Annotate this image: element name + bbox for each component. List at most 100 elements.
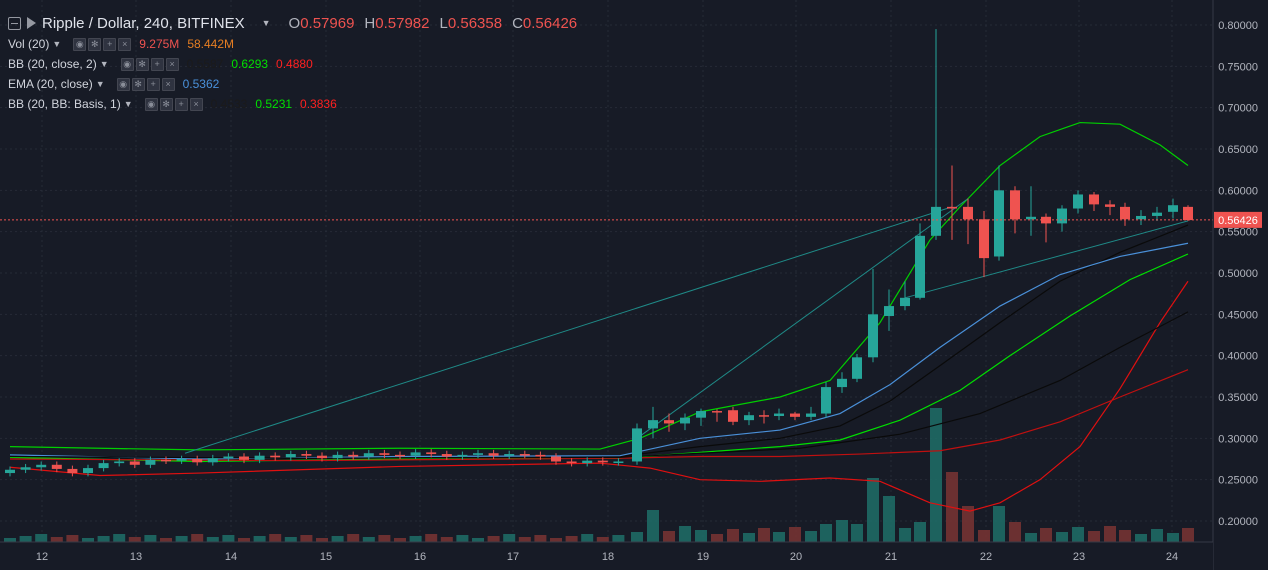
hamburger-icon[interactable]: [8, 16, 21, 30]
candle-body[interactable]: [696, 411, 706, 418]
candle-body[interactable]: [5, 469, 15, 474]
candle-body[interactable]: [931, 206, 941, 236]
candle-body[interactable]: [270, 455, 281, 458]
candle-body[interactable]: [551, 456, 561, 462]
candle-body[interactable]: [504, 454, 515, 456]
candle-body[interactable]: [395, 454, 405, 457]
time-axis[interactable]: [0, 542, 1213, 570]
eye-icon[interactable]: ◉: [73, 37, 87, 51]
trend-line[interactable]: [636, 198, 969, 439]
candle-body[interactable]: [664, 420, 674, 424]
candle-body[interactable]: [900, 297, 910, 307]
close-icon[interactable]: ×: [165, 57, 179, 71]
candle-body[interactable]: [285, 454, 296, 458]
plus-icon[interactable]: +: [103, 37, 117, 51]
close-icon[interactable]: ×: [189, 97, 203, 111]
candle-body[interactable]: [426, 452, 437, 455]
candle-body[interactable]: [852, 357, 862, 379]
candle-body[interactable]: [1026, 216, 1036, 220]
plus-icon[interactable]: +: [174, 97, 188, 111]
candle-body[interactable]: [790, 413, 800, 417]
price-axis[interactable]: [1213, 0, 1268, 570]
trend-line[interactable]: [184, 206, 953, 454]
candle-body[interactable]: [632, 428, 642, 462]
candle-body[interactable]: [1105, 204, 1115, 207]
candle-body[interactable]: [597, 460, 608, 463]
candle-body[interactable]: [915, 235, 925, 298]
candle-body[interactable]: [648, 420, 658, 429]
candle-body[interactable]: [821, 387, 831, 414]
candle-body[interactable]: [806, 413, 816, 417]
chevron-down-icon[interactable]: ▼: [95, 79, 105, 89]
candle-body[interactable]: [192, 459, 203, 463]
candle-body[interactable]: [114, 461, 125, 464]
candle-body[interactable]: [410, 452, 421, 456]
indicator-row-bb-basis[interactable]: BB (20, BB: Basis, 1) ▼ ◉ ✻ + × 0.4533 0…: [8, 94, 577, 114]
candle-body[interactable]: [1010, 190, 1020, 220]
plus-icon[interactable]: +: [150, 57, 164, 71]
candle-body[interactable]: [1168, 205, 1178, 212]
candle-body[interactable]: [317, 455, 327, 459]
eye-icon[interactable]: ◉: [120, 57, 134, 71]
gear-icon[interactable]: ✻: [135, 57, 149, 71]
candle-body[interactable]: [566, 461, 577, 464]
candle-body[interactable]: [1089, 194, 1099, 205]
indicator-name[interactable]: Vol (20): [8, 37, 50, 51]
candle-body[interactable]: [176, 459, 187, 461]
candle-body[interactable]: [963, 206, 973, 220]
candle-body[interactable]: [348, 454, 359, 457]
candle-body[interactable]: [947, 206, 957, 209]
eye-icon[interactable]: ◉: [116, 77, 130, 91]
candle-body[interactable]: [254, 455, 265, 460]
close-icon[interactable]: ×: [161, 77, 175, 91]
indicator-row-volume[interactable]: Vol (20) ▼ ◉ ✻ + × 9.275M 58.442M: [8, 34, 577, 54]
candle-body[interactable]: [1057, 208, 1067, 224]
candle-body[interactable]: [1120, 206, 1130, 220]
candle-body[interactable]: [582, 460, 593, 464]
gear-icon[interactable]: ✻: [88, 37, 102, 51]
candle-body[interactable]: [979, 219, 989, 259]
candle-body[interactable]: [1152, 212, 1162, 216]
eye-icon[interactable]: ◉: [144, 97, 158, 111]
flag-icon[interactable]: [27, 17, 36, 29]
candle-body[interactable]: [363, 453, 374, 457]
indicator-row-bb[interactable]: BB (20, close, 2) ▼ ◉ ✻ + × 0.5587 0.629…: [8, 54, 577, 74]
candle-body[interactable]: [20, 467, 31, 470]
candle-body[interactable]: [868, 314, 878, 358]
candle-body[interactable]: [67, 468, 78, 474]
candle-body[interactable]: [1183, 206, 1193, 221]
candle-body[interactable]: [473, 453, 483, 455]
candle-body[interactable]: [457, 454, 468, 457]
candle-body[interactable]: [712, 411, 722, 413]
candle-body[interactable]: [535, 454, 546, 457]
plus-icon[interactable]: +: [146, 77, 160, 91]
candle-body[interactable]: [519, 454, 530, 456]
gear-icon[interactable]: ✻: [131, 77, 145, 91]
trend-line[interactable]: [904, 220, 1189, 299]
indicator-name[interactable]: EMA (20, close): [8, 77, 93, 91]
candle-body[interactable]: [161, 459, 171, 462]
candle-body[interactable]: [301, 454, 312, 456]
chevron-down-icon[interactable]: ▼: [261, 18, 271, 28]
candle-body[interactable]: [36, 464, 47, 468]
chevron-down-icon[interactable]: ▼: [99, 59, 109, 69]
symbol-title[interactable]: Ripple / Dollar, 240, BITFINEX: [42, 14, 245, 32]
candle-body[interactable]: [129, 461, 140, 465]
candle-body[interactable]: [837, 378, 847, 388]
candle-body[interactable]: [680, 417, 690, 424]
candle-body[interactable]: [207, 458, 218, 463]
candle-body[interactable]: [884, 306, 894, 316]
candle-body[interactable]: [83, 468, 93, 474]
gear-icon[interactable]: ✻: [159, 97, 173, 111]
candle-body[interactable]: [613, 461, 624, 463]
candle-body[interactable]: [332, 454, 343, 459]
candle-body[interactable]: [1136, 215, 1146, 220]
close-icon[interactable]: ×: [118, 37, 132, 51]
candle-body[interactable]: [488, 453, 499, 456]
candle-body[interactable]: [728, 410, 738, 422]
candle-body[interactable]: [759, 415, 769, 417]
chevron-down-icon[interactable]: ▼: [123, 99, 133, 109]
candle-body[interactable]: [223, 456, 234, 459]
